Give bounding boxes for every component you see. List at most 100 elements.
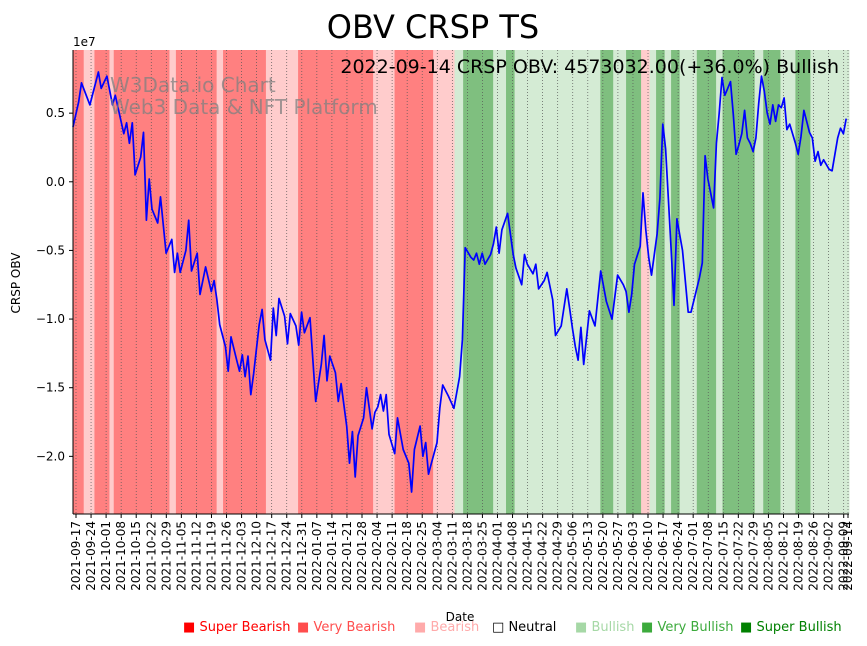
band-very-bearish <box>73 50 85 514</box>
y-tick-label: 0.0 <box>46 175 65 189</box>
legend-very-bearish: ■ Very Bearish <box>297 620 395 635</box>
legend-marker: ■ <box>575 620 588 635</box>
x-tick-label: 2022-03-04 <box>430 521 444 591</box>
x-tick-label: 2021-10-01 <box>99 521 113 591</box>
legend-very-bullish: ■ Very Bullish <box>641 620 734 635</box>
x-tick-label: 2022-09-14 <box>841 521 855 591</box>
band-very-bullish <box>506 50 516 514</box>
band-bearish <box>109 50 115 514</box>
legend-super-bullish: ■ Super Bullish <box>740 620 842 635</box>
x-tick-label: 2022-06-03 <box>626 521 640 591</box>
sentiment-bands <box>73 50 850 514</box>
vertical-gridlines <box>75 50 849 514</box>
legend-label: Bullish <box>591 620 635 635</box>
x-tick-label: 2021-11-05 <box>174 521 188 591</box>
x-tick-label: 2022-06-24 <box>671 521 685 591</box>
legend-label: Bearish <box>430 620 480 635</box>
legend-marker: ■ <box>414 620 427 635</box>
band-very-bullish <box>600 50 614 514</box>
band-bearish <box>216 50 224 514</box>
band-bullish <box>493 50 507 514</box>
band-bearish <box>265 50 299 514</box>
legend-bullish: ■ Bullish <box>575 620 634 635</box>
x-tick-label: 2021-12-03 <box>235 521 249 591</box>
band-bullish <box>664 50 672 514</box>
chart-title: OBV CRSP TS <box>327 8 539 46</box>
legend-label: Super Bearish <box>199 620 291 635</box>
band-very-bearish <box>223 50 267 514</box>
legend-label: Neutral <box>508 620 557 635</box>
band-bullish <box>716 50 724 514</box>
obv-line <box>72 71 848 493</box>
x-tick-label: 2022-03-18 <box>460 521 474 591</box>
legend-marker: ■ <box>183 620 196 635</box>
x-tick-label: 2022-03-11 <box>445 521 459 591</box>
x-tick-label: 2022-05-13 <box>581 521 595 591</box>
x-tick-label: 2021-12-24 <box>280 521 294 591</box>
band-very-bearish <box>94 50 110 514</box>
x-tick-label: 2022-07-15 <box>716 521 730 591</box>
x-tick-label: 2021-11-26 <box>220 521 234 591</box>
x-tick-label: 2022-02-11 <box>385 521 399 591</box>
x-tick-label: 2021-12-31 <box>295 521 309 591</box>
y-exponent-label: 1e7 <box>73 35 96 49</box>
band-bullish <box>754 50 764 514</box>
y-tick-label: −1.0 <box>36 312 65 326</box>
band-very-bearish <box>394 50 434 514</box>
x-tick-label: 2022-01-28 <box>355 521 369 591</box>
x-tick-label: 2022-06-17 <box>656 521 670 591</box>
band-bearish <box>169 50 177 514</box>
x-tick-label: 2021-10-08 <box>114 521 128 591</box>
x-tick-label: 2022-04-29 <box>551 521 565 591</box>
x-tick-label: 2022-08-05 <box>761 521 775 591</box>
chart-annotation: 2022-09-14 CRSP OBV: 4573032.00(+36.0%) … <box>340 56 839 78</box>
legend-marker: ■ <box>297 620 310 635</box>
x-tick-label: 2022-01-21 <box>340 521 354 591</box>
x-tick-label: 2021-12-17 <box>265 521 279 591</box>
x-tick-label: 2022-01-14 <box>325 521 339 591</box>
x-tick-label: 2021-09-17 <box>69 521 83 591</box>
x-tick-label: 2022-04-01 <box>490 521 504 591</box>
watermark-line-1: W3Data.io Chart <box>110 73 276 97</box>
x-tick-label: 2021-11-12 <box>189 521 203 591</box>
x-tick-label: 2022-07-22 <box>731 521 745 591</box>
x-tick-label: 2022-04-15 <box>521 521 535 591</box>
band-very-bearish <box>113 50 170 514</box>
y-ticks: 0.5 0.0 −0.5 −1.0 −1.5 −2.0 <box>36 106 73 463</box>
legend-bearish: ■ Bearish <box>414 620 479 635</box>
x-tick-label: 2022-09-02 <box>822 521 836 591</box>
band-very-bullish <box>626 50 642 514</box>
band-very-bullish <box>696 50 717 514</box>
legend-label: Very Bullish <box>657 620 734 635</box>
band-very-bearish <box>298 50 374 514</box>
x-tick-label: 2022-07-29 <box>746 521 760 591</box>
band-bullish <box>649 50 657 514</box>
x-tick-label: 2021-10-15 <box>129 521 143 591</box>
legend-label: Very Bearish <box>313 620 396 635</box>
y-tick-label: 0.5 <box>46 106 65 120</box>
band-bearish <box>373 50 396 514</box>
x-tick-label: 2022-05-20 <box>596 521 610 591</box>
legend-neutral: □ Neutral <box>492 620 556 635</box>
x-tick-label: 2022-05-27 <box>611 521 625 591</box>
y-tick-label: −1.5 <box>36 381 65 395</box>
band-very-bullish <box>795 50 811 514</box>
band-very-bullish <box>763 50 781 514</box>
x-tick-label: 2021-12-10 <box>250 521 264 591</box>
x-tick-label: 2022-05-06 <box>566 521 580 591</box>
x-tick-label: 2022-08-12 <box>776 521 790 591</box>
band-very-bullish <box>463 50 494 514</box>
x-tick-label: 2022-03-25 <box>475 521 489 591</box>
band-bullish <box>454 50 464 514</box>
band-bearish <box>641 50 651 514</box>
x-tick-label: 2022-07-08 <box>701 521 715 591</box>
x-tick-label: 2022-08-19 <box>792 521 806 591</box>
watermark-line-2: Web3 Data & NFT Platform <box>110 95 378 119</box>
band-bearish <box>83 50 95 514</box>
x-tick-label: 2022-02-18 <box>400 521 414 591</box>
x-ticks: 2021-09-17 2021-09-24 2021-10-01 2021-10-08… <box>69 514 855 591</box>
x-tick-label: 2022-04-22 <box>536 521 550 591</box>
x-tick-label: 2022-08-26 <box>807 521 821 591</box>
y-tick-label: −0.5 <box>36 243 65 257</box>
band-very-bullish <box>722 50 756 514</box>
